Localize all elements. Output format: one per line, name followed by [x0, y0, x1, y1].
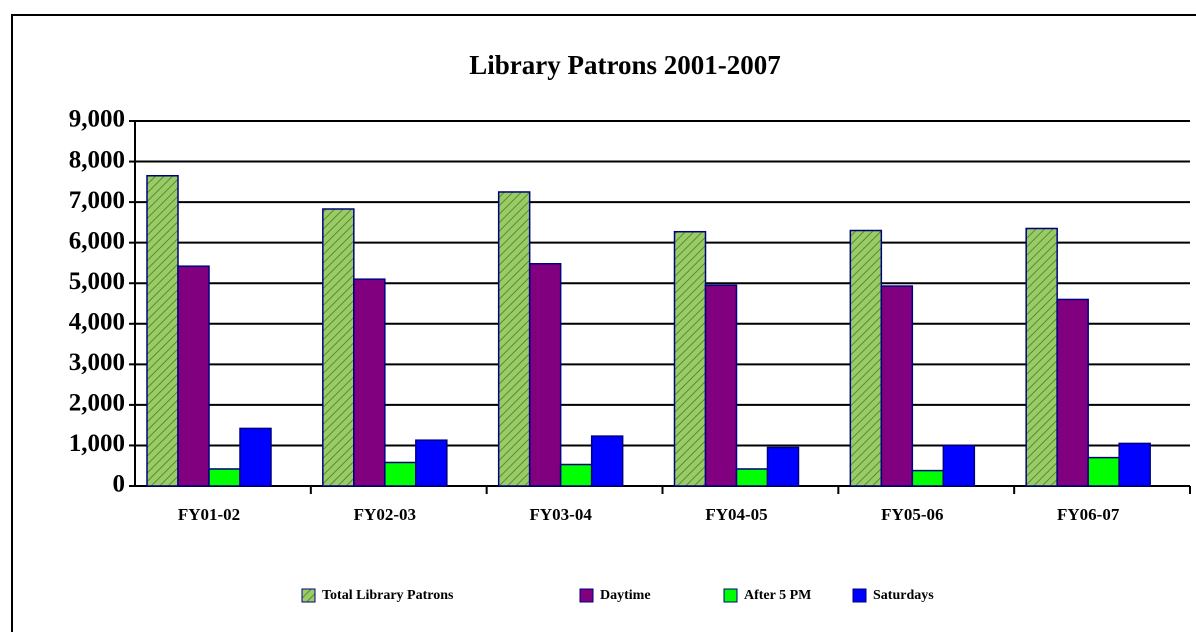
x-tick-label: FY01-02: [178, 505, 240, 524]
y-tick-label: 0: [113, 471, 126, 498]
y-tick-label: 6,000: [69, 227, 125, 254]
bar: [322, 208, 355, 487]
bar: [1087, 456, 1120, 487]
x-tick-label: FY04-05: [705, 505, 767, 524]
y-tick-label: 1,000: [69, 430, 125, 457]
y-tick-label: 3,000: [69, 349, 125, 376]
bar: [146, 175, 179, 487]
bar: [590, 435, 624, 487]
y-tick-label: 4,000: [69, 309, 125, 336]
y-tick-label: 8,000: [69, 146, 125, 173]
bar: [208, 468, 241, 487]
legend-swatch: [301, 588, 316, 603]
bar: [911, 469, 945, 487]
legend-swatch: [852, 588, 867, 603]
chart-title: Library Patrons 2001-2007: [469, 50, 781, 80]
bar: [942, 444, 976, 487]
bar: [673, 230, 707, 487]
bar: [1056, 298, 1089, 487]
frame: [11, 14, 1196, 632]
y-tick-label: 5,000: [69, 268, 125, 295]
bar: [177, 265, 210, 487]
bar: [849, 229, 883, 487]
y-tick-label: 7,000: [69, 187, 125, 214]
bar: [559, 463, 593, 487]
bar: [704, 284, 738, 487]
x-tick-label: FY06-07: [1057, 505, 1120, 524]
legend-label: Saturdays: [873, 588, 934, 603]
legend-label: After 5 PM: [744, 588, 811, 603]
bar: [880, 285, 914, 487]
bar: [1118, 442, 1151, 487]
x-tick-label: FY05-06: [881, 505, 943, 524]
bar: [497, 191, 531, 487]
x-tick-label: FY03-04: [530, 505, 593, 524]
bar: [415, 439, 448, 487]
legend-swatch: [579, 588, 594, 603]
bar: [1025, 227, 1058, 487]
x-tick-label: FY02-03: [354, 505, 416, 524]
bar: [528, 263, 562, 487]
y-tick-label: 2,000: [69, 390, 125, 417]
y-tick-label: 9,000: [69, 106, 125, 133]
legend-label: Total Library Patrons: [322, 588, 454, 603]
legend-swatch: [723, 588, 738, 603]
legend-label: Daytime: [600, 588, 651, 603]
bar: [735, 468, 769, 487]
bar: [766, 446, 800, 487]
bar: [239, 427, 272, 487]
bar: [384, 461, 417, 487]
bar: [353, 278, 386, 487]
